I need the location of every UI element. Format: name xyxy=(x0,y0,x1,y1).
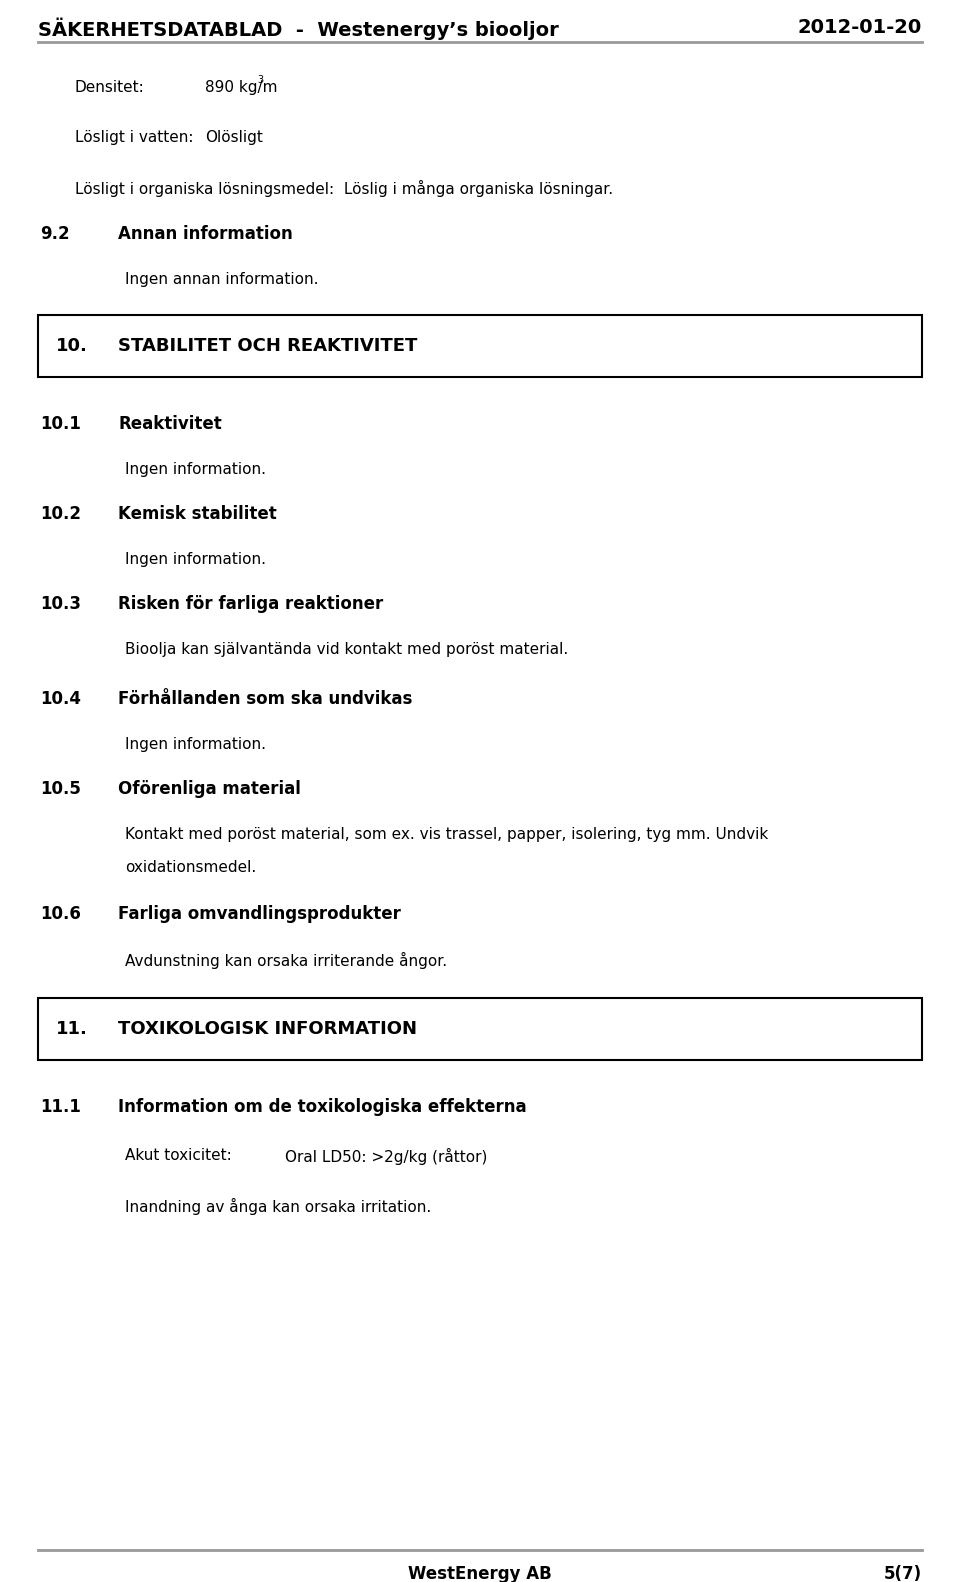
Text: Oral LD50: >2g/kg (råttor): Oral LD50: >2g/kg (råttor) xyxy=(285,1149,488,1164)
Text: Olösligt: Olösligt xyxy=(205,130,263,146)
Text: TOXIKOLOGISK INFORMATION: TOXIKOLOGISK INFORMATION xyxy=(118,1020,417,1038)
Text: WestEnergy AB: WestEnergy AB xyxy=(408,1565,552,1582)
Text: 890 kg/m: 890 kg/m xyxy=(205,81,277,95)
Bar xyxy=(38,315,922,377)
Text: oxidationsmedel.: oxidationsmedel. xyxy=(125,861,256,875)
Text: Reaktivitet: Reaktivitet xyxy=(118,414,222,433)
Text: Ingen information.: Ingen information. xyxy=(125,737,266,751)
Text: SÄKERHETSDATABLAD  -  Westenergy’s biooljor: SÄKERHETSDATABLAD - Westenergy’s biooljo… xyxy=(38,17,559,41)
Text: Lösligt i vatten:: Lösligt i vatten: xyxy=(75,130,194,146)
Text: Inandning av ånga kan orsaka irritation.: Inandning av ånga kan orsaka irritation. xyxy=(125,1198,431,1215)
Text: Kemisk stabilitet: Kemisk stabilitet xyxy=(118,505,276,524)
Text: 10.: 10. xyxy=(56,337,88,354)
Text: Ingen annan information.: Ingen annan information. xyxy=(125,272,319,286)
Text: Avdunstning kan orsaka irriterande ångor.: Avdunstning kan orsaka irriterande ångor… xyxy=(125,952,447,970)
Text: Ingen information.: Ingen information. xyxy=(125,462,266,478)
Text: 5(7): 5(7) xyxy=(884,1565,922,1582)
Text: 11.1: 11.1 xyxy=(40,1098,81,1115)
Text: 3: 3 xyxy=(258,74,264,85)
Text: Densitet:: Densitet: xyxy=(75,81,145,95)
Bar xyxy=(38,998,922,1060)
Text: 10.4: 10.4 xyxy=(40,690,81,709)
Text: Information om de toxikologiska effekterna: Information om de toxikologiska effekter… xyxy=(118,1098,527,1115)
Text: 10.1: 10.1 xyxy=(40,414,81,433)
Text: Akut toxicitet:: Akut toxicitet: xyxy=(125,1149,231,1163)
Text: 2012-01-20: 2012-01-20 xyxy=(798,17,922,36)
Text: 10.5: 10.5 xyxy=(40,780,81,797)
Text: 9.2: 9.2 xyxy=(40,225,70,244)
Text: Annan information: Annan information xyxy=(118,225,293,244)
Text: Risken för farliga reaktioner: Risken för farliga reaktioner xyxy=(118,595,383,612)
Text: Kontakt med poröst material, som ex. vis trassel, papper, isolering, tyg mm. Und: Kontakt med poröst material, som ex. vis… xyxy=(125,827,768,842)
Text: 10.6: 10.6 xyxy=(40,905,81,922)
Text: 10.3: 10.3 xyxy=(40,595,81,612)
Text: Bioolja kan självantända vid kontakt med poröst material.: Bioolja kan självantända vid kontakt med… xyxy=(125,642,568,657)
Text: STABILITET OCH REAKTIVITET: STABILITET OCH REAKTIVITET xyxy=(118,337,418,354)
Text: Farliga omvandlingsprodukter: Farliga omvandlingsprodukter xyxy=(118,905,401,922)
Text: 11.: 11. xyxy=(56,1020,88,1038)
Text: Oförenliga material: Oförenliga material xyxy=(118,780,300,797)
Text: Förhållanden som ska undvikas: Förhållanden som ska undvikas xyxy=(118,690,413,709)
Text: Lösligt i organiska lösningsmedel:  Löslig i många organiska lösningar.: Lösligt i organiska lösningsmedel: Lösli… xyxy=(75,180,613,198)
Text: 10.2: 10.2 xyxy=(40,505,81,524)
Text: Ingen information.: Ingen information. xyxy=(125,552,266,566)
